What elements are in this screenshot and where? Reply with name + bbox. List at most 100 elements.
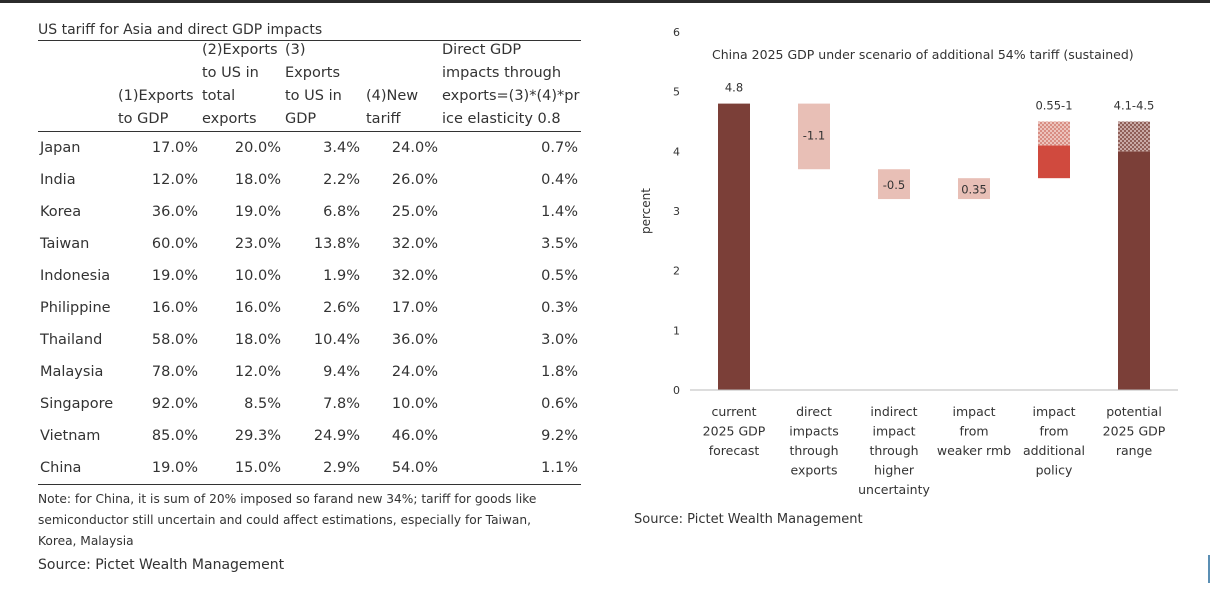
- tariff-table-panel: US tariff for Asia and direct GDP impact…: [38, 20, 583, 573]
- value-cell-c4: 26.0%: [391, 172, 438, 188]
- value-cell-c4: 10.0%: [391, 396, 438, 412]
- x-category-label: forecast: [709, 443, 760, 458]
- table-row: Japan 17.0% 20.0% 3.4% 24.0% 0.7%: [38, 134, 581, 166]
- value-cell-c2: 19.0%: [234, 204, 281, 220]
- value-cell-c4: 32.0%: [391, 268, 438, 284]
- x-category-label: impact: [952, 404, 995, 419]
- header-line: (4)New: [366, 88, 419, 104]
- header-col-1: (1)Exports to GDP: [118, 85, 194, 131]
- header-line: (3): [285, 42, 306, 58]
- bar-label-1: 4.8: [725, 81, 743, 95]
- value-cell-c2: 23.0%: [234, 236, 281, 252]
- table-bottom-rule: [38, 484, 581, 485]
- header-line: Direct GDP: [442, 42, 522, 58]
- x-category-label: additional: [1023, 443, 1085, 458]
- bar-label-6: 4.1-4.5: [1114, 99, 1155, 113]
- header-line: ice elasticity 0.8: [442, 111, 561, 127]
- value-cell-c3: 2.6%: [323, 300, 360, 316]
- value-cell-c3: 9.4%: [323, 364, 360, 380]
- bar-6-range: [1118, 121, 1150, 152]
- chart-source: Source: Pictet Wealth Management: [634, 512, 863, 527]
- value-cell-c1: 36.0%: [151, 204, 198, 220]
- value-cell-c4: 36.0%: [391, 332, 438, 348]
- y-axis-label: percent: [639, 188, 653, 234]
- y-tick-label: 1: [673, 324, 680, 337]
- bar-6: [1118, 151, 1150, 390]
- value-cell-c3: 24.9%: [313, 428, 360, 444]
- bar-4: [958, 178, 990, 200]
- table-row: Indonesia 19.0% 10.0% 1.9% 32.0% 0.5%: [38, 262, 581, 294]
- y-tick-label: 6: [673, 26, 680, 39]
- bar-1: [718, 103, 750, 390]
- x-category-label: through: [869, 443, 918, 458]
- table-row: Taiwan 60.0% 23.0% 13.8% 32.0% 3.5%: [38, 230, 581, 262]
- value-cell-c4: 24.0%: [391, 364, 438, 380]
- value-cell-c2: 12.0%: [234, 364, 281, 380]
- header-line: to GDP: [118, 111, 169, 127]
- bar-label-2: -1.1: [803, 129, 825, 143]
- value-cell-c1: 58.0%: [151, 332, 198, 348]
- table-top-rule: [38, 40, 581, 41]
- value-cell-c4: 17.0%: [391, 300, 438, 316]
- table-row: Malaysia 78.0% 12.0% 9.4% 24.0% 1.8%: [38, 358, 581, 390]
- bar-5-range: [1038, 121, 1070, 146]
- note-line: Note: for China, it is sum of 20% impose…: [38, 492, 537, 506]
- top-border: [0, 0, 1210, 3]
- x-category-label: from: [959, 424, 988, 439]
- value-cell-c3: 1.9%: [323, 268, 360, 284]
- y-tick-label: 3: [673, 205, 680, 218]
- country-cell: China: [40, 460, 82, 476]
- x-category-label: range: [1116, 443, 1153, 458]
- value-cell-c1: 19.0%: [151, 268, 198, 284]
- x-category-label: current: [711, 404, 756, 419]
- value-cell-c3: 6.8%: [323, 204, 360, 220]
- header-line: to US in: [285, 88, 342, 104]
- country-cell: Malaysia: [40, 364, 104, 380]
- value-cell-c2: 20.0%: [234, 140, 281, 156]
- value-cell-c3: 13.8%: [313, 236, 360, 252]
- note-line: Korea, Malaysia: [38, 534, 134, 548]
- value-cell-c5: 1.8%: [541, 364, 578, 380]
- table-body: Japan 17.0% 20.0% 3.4% 24.0% 0.7% India 12.0% 18…: [38, 132, 583, 484]
- x-category-label: potential: [1106, 404, 1162, 419]
- country-cell: Philippine: [40, 300, 111, 316]
- y-tick-label: 0: [673, 384, 680, 397]
- value-cell-c2: 29.3%: [234, 428, 281, 444]
- table-row: India 12.0% 18.0% 2.2% 26.0% 0.4%: [38, 166, 581, 198]
- value-cell-c2: 10.0%: [234, 268, 281, 284]
- value-cell-c5: 3.0%: [541, 332, 578, 348]
- x-category-label: weaker rmb: [937, 443, 1011, 458]
- x-category-label: exports: [790, 463, 837, 478]
- y-tick-label: 5: [673, 86, 680, 99]
- scroll-edge-marker: [1208, 555, 1210, 583]
- chart-panel: 0 1 2 3 4 5 6 percent China 2025 GDP under scena…: [620, 10, 1200, 540]
- value-cell-c1: 17.0%: [151, 140, 198, 156]
- x-category-label: impacts: [789, 424, 839, 439]
- table-row: Vietnam 85.0% 29.3% 24.9% 46.0% 9.2%: [38, 422, 581, 454]
- bar-5: [1038, 145, 1070, 179]
- value-cell-c1: 92.0%: [151, 396, 198, 412]
- x-category-label: uncertainty: [858, 482, 930, 497]
- waterfall-chart: 0 1 2 3 4 5 6 percent China 2025 GDP under scena…: [639, 26, 1178, 497]
- value-cell-c5: 0.4%: [541, 172, 578, 188]
- x-category-label: impact: [872, 424, 915, 439]
- note-line: semiconductor still uncertain and could …: [38, 513, 531, 527]
- bar-2: [798, 103, 830, 170]
- value-cell-c2: 8.5%: [244, 396, 281, 412]
- value-cell-c5: 1.4%: [541, 204, 578, 220]
- value-cell-c3: 2.9%: [323, 460, 360, 476]
- value-cell-c5: 0.6%: [541, 396, 578, 412]
- value-cell-c5: 0.3%: [541, 300, 578, 316]
- value-cell-c5: 3.5%: [541, 236, 578, 252]
- x-category-label: 2025 GDP: [1103, 424, 1166, 439]
- x-category-label: 2025 GDP: [703, 424, 766, 439]
- country-cell: India: [40, 172, 76, 188]
- value-cell-c4: 46.0%: [391, 428, 438, 444]
- value-cell-c5: 0.7%: [541, 140, 578, 156]
- header-line: impacts through: [442, 65, 562, 81]
- value-cell-c3: 3.4%: [323, 140, 360, 156]
- y-tick-label: 2: [673, 265, 680, 278]
- table-row: China 19.0% 15.0% 2.9% 54.0% 1.1%: [38, 454, 581, 486]
- header-line: to US in: [202, 65, 259, 81]
- header-col-3: (3) Exports to US in GDP: [285, 39, 342, 131]
